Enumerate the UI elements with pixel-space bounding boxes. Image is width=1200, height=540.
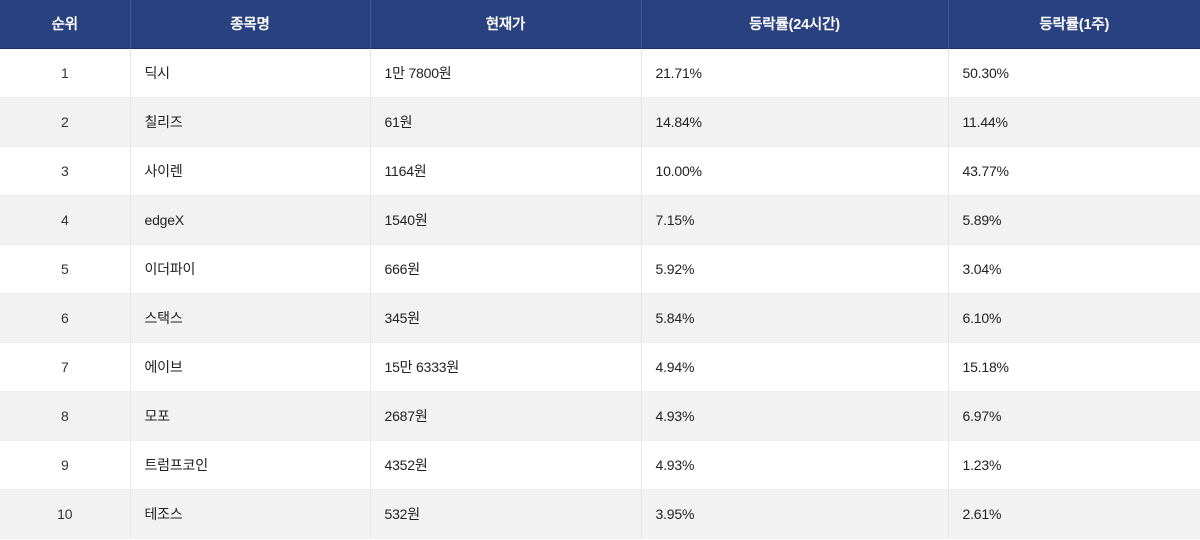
cell-price: 15만 6333원 [370, 342, 642, 392]
cell-change-1w: 15.18% [948, 342, 1200, 392]
table-header-row: 순위 종목명 현재가 등락률(24시간) 등락률(1주) [0, 0, 1200, 48]
cell-price: 1만 7800원 [370, 48, 642, 98]
cell-asset-name[interactable]: 트럼프코인 [130, 440, 371, 490]
cell-change-1w: 50.30% [948, 48, 1200, 98]
cell-asset-name[interactable]: 이더파이 [130, 244, 371, 294]
cell-asset-name[interactable]: 딕시 [130, 48, 371, 98]
cell-asset-name[interactable]: 모포 [130, 391, 371, 441]
cell-asset-name[interactable]: 스택스 [130, 293, 371, 343]
cell-price: 1540원 [370, 195, 642, 245]
cell-rank: 7 [0, 342, 131, 392]
cell-price: 666원 [370, 244, 642, 294]
table-row[interactable]: 1 딕시 1만 7800원 21.71% 50.30% [0, 48, 1200, 98]
cell-rank: 8 [0, 391, 131, 441]
cell-change-1w: 2.61% [948, 489, 1200, 539]
cell-asset-name[interactable]: 사이렌 [130, 146, 371, 196]
table-body: 1 딕시 1만 7800원 21.71% 50.30% 2 칠리즈 61원 14… [0, 48, 1200, 539]
table-row[interactable]: 9 트럼프코인 4352원 4.93% 1.23% [0, 440, 1200, 490]
cell-change-24h: 10.00% [641, 146, 949, 196]
cell-rank: 6 [0, 293, 131, 343]
table-row[interactable]: 3 사이렌 1164원 10.00% 43.77% [0, 146, 1200, 196]
cell-price: 532원 [370, 489, 642, 539]
cell-change-1w: 11.44% [948, 97, 1200, 147]
cell-change-1w: 43.77% [948, 146, 1200, 196]
table-row[interactable]: 7 에이브 15만 6333원 4.94% 15.18% [0, 342, 1200, 392]
cell-change-1w: 1.23% [948, 440, 1200, 490]
table-row[interactable]: 6 스택스 345원 5.84% 6.10% [0, 293, 1200, 343]
column-header-name[interactable]: 종목명 [130, 0, 371, 48]
cell-change-24h: 5.92% [641, 244, 949, 294]
cell-rank: 5 [0, 244, 131, 294]
column-header-change-1w[interactable]: 등락률(1주) [948, 0, 1200, 48]
cell-change-1w: 6.10% [948, 293, 1200, 343]
cell-change-24h: 4.93% [641, 440, 949, 490]
cell-change-24h: 14.84% [641, 97, 949, 147]
cell-change-1w: 6.97% [948, 391, 1200, 441]
cell-change-24h: 7.15% [641, 195, 949, 245]
table-header: 순위 종목명 현재가 등락률(24시간) 등락률(1주) [0, 0, 1200, 48]
cell-rank: 10 [0, 489, 131, 539]
cell-rank: 4 [0, 195, 131, 245]
cell-change-24h: 4.94% [641, 342, 949, 392]
column-header-change-24h[interactable]: 등락률(24시간) [641, 0, 949, 48]
cell-asset-name[interactable]: 칠리즈 [130, 97, 371, 147]
cell-rank: 9 [0, 440, 131, 490]
cell-price: 2687원 [370, 391, 642, 441]
column-header-rank[interactable]: 순위 [0, 0, 131, 48]
cell-change-1w: 5.89% [948, 195, 1200, 245]
cell-change-24h: 3.95% [641, 489, 949, 539]
cell-rank: 1 [0, 48, 131, 98]
table-row[interactable]: 4 edgeX 1540원 7.15% 5.89% [0, 195, 1200, 245]
table-row[interactable]: 10 테조스 532원 3.95% 2.61% [0, 489, 1200, 539]
cell-asset-name[interactable]: 테조스 [130, 489, 371, 539]
column-header-price[interactable]: 현재가 [370, 0, 642, 48]
cell-change-24h: 5.84% [641, 293, 949, 343]
cell-rank: 3 [0, 146, 131, 196]
cell-asset-name[interactable]: edgeX [130, 195, 371, 245]
cell-price: 1164원 [370, 146, 642, 196]
cell-price: 61원 [370, 97, 642, 147]
cell-change-24h: 4.93% [641, 391, 949, 441]
cell-asset-name[interactable]: 에이브 [130, 342, 371, 392]
table-row[interactable]: 2 칠리즈 61원 14.84% 11.44% [0, 97, 1200, 147]
table-row[interactable]: 5 이더파이 666원 5.92% 3.04% [0, 244, 1200, 294]
cell-price: 345원 [370, 293, 642, 343]
table-row[interactable]: 8 모포 2687원 4.93% 6.97% [0, 391, 1200, 441]
cell-change-24h: 21.71% [641, 48, 949, 98]
cell-rank: 2 [0, 97, 131, 147]
cell-price: 4352원 [370, 440, 642, 490]
cell-change-1w: 3.04% [948, 244, 1200, 294]
